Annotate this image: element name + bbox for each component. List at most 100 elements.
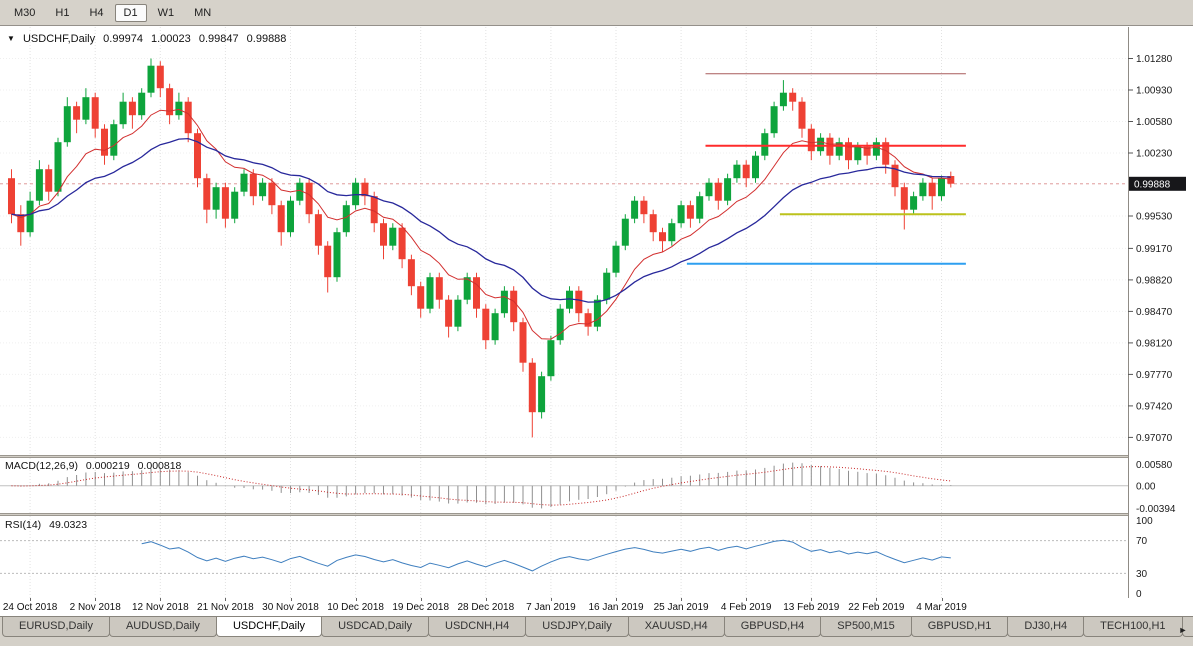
date-label: 22 Feb 2019 [848,602,905,613]
macd-name: MACD(12,26,9) [5,460,78,472]
moving-average-1 [11,137,951,303]
tab-scroll-right-button[interactable]: ► [1178,625,1188,635]
svg-text:0: 0 [1136,589,1142,598]
timeframe-button-d1[interactable]: D1 [114,3,147,22]
date-label: 24 Oct 2018 [2,602,58,613]
chart-tab-usdjpy-daily[interactable]: USDJPY,Daily [525,617,629,637]
chart-tab-sp500-m15[interactable]: SP500,M15 [820,617,912,637]
svg-text:0.97420: 0.97420 [1136,401,1173,412]
svg-text:0.00580: 0.00580 [1136,460,1173,471]
time-axis-tick [290,598,292,601]
svg-text:0.00: 0.00 [1136,481,1156,492]
chart-menu-icon[interactable]: ▼ [7,34,15,43]
svg-text:0.98120: 0.98120 [1136,338,1173,349]
time-axis-tick [95,598,97,601]
svg-text:1.00230: 1.00230 [1136,149,1173,160]
svg-text:30: 30 [1136,569,1148,580]
rsi-name: RSI(14) [5,519,42,531]
timeframe-button-m30[interactable]: M30 [14,6,36,19]
date-label: 2 Nov 2018 [69,602,121,613]
chart-title-close: 0.99888 [246,33,287,45]
svg-text:0.99530: 0.99530 [1136,212,1173,223]
rsi-panel [0,516,1128,598]
svg-text:0.97770: 0.97770 [1136,370,1173,381]
svg-text:1.00930: 1.00930 [1136,86,1173,97]
svg-text:70: 70 [1136,536,1148,547]
timeframe-button-mn[interactable]: MN [194,6,212,19]
svg-text:0.97070: 0.97070 [1136,433,1173,444]
rsi-indicator-label: RSI(14) 49.0323 [5,519,92,531]
svg-text:-0.00394: -0.00394 [1136,504,1176,515]
time-axis-tick [30,598,32,601]
chart-title-high: 1.00023 [151,33,191,45]
timeframe-button-h1[interactable]: H1 [55,6,70,19]
date-label: 28 Dec 2018 [457,602,515,613]
time-axis-tick [485,598,487,601]
chart-area[interactable]: 1.01280 1.00930 1.00580 1.00230 0.99530 0.991… [0,27,1193,598]
time-axis-tick [550,598,552,601]
rsi-line [141,539,951,572]
current-price-badge [1129,176,1186,191]
chart-canvas[interactable]: 1.01280 1.00930 1.00580 1.00230 0.99530 0.991… [0,27,1193,598]
date-label: 30 Nov 2018 [262,602,319,613]
time-axis-tick [355,598,357,601]
date-label: 13 Feb 2019 [783,602,840,613]
date-label: 7 Jan 2019 [526,602,576,613]
time-axis[interactable]: 24 Oct 2018 2 Nov 2018 12 Nov 2018 21 Nov 2… [0,598,1193,616]
date-label: 4 Mar 2019 [916,602,967,613]
macd-value-main: 0.000219 [85,460,130,472]
date-label: 21 Nov 2018 [197,602,254,613]
rsi-value: 49.0323 [49,519,88,531]
svg-text:1.00580: 1.00580 [1136,117,1173,128]
price-scale: 1.01280 1.00930 1.00580 1.00230 0.99530 0.991… [1128,27,1193,598]
chart-title-open: 0.99974 [103,33,143,45]
date-label: 25 Jan 2019 [653,602,709,613]
chart-tab-usdcnh-h4[interactable]: USDCNH,H4 [428,617,527,637]
macd-panel [0,458,1128,513]
svg-text:0.99170: 0.99170 [1136,244,1173,255]
time-axis-tick [616,598,617,601]
date-label: 4 Feb 2019 [720,602,772,613]
date-label: 12 Nov 2018 [131,602,189,613]
chart-tabbar: EURUSD,Daily AUDUSD,Daily USDCHF,Daily USDC… [0,616,1193,646]
chart-title: ▼ USDCHF,Daily 0.99974 1.00023 0.99847 0… [7,33,291,45]
chart-tab-xauusd-h4[interactable]: XAUUSD,H4 [627,617,725,637]
macd-value-signal: 0.000818 [137,460,182,472]
main-price-panel [0,27,1128,455]
timeframe-button-w1[interactable]: W1 [157,6,175,19]
chart-title-symbol: USDCHF,Daily [22,33,96,45]
moving-average-0 [11,108,951,340]
timeframe-toolbar: M30 H1 H4 D1 W1 MN [0,0,1193,26]
chart-tab-usdcad-daily[interactable]: USDCAD,Daily [321,617,430,637]
date-label: 16 Jan 2019 [588,602,644,613]
svg-text:0.98820: 0.98820 [1136,275,1173,286]
svg-text:0.99888: 0.99888 [1134,179,1171,190]
macd-indicator-label: MACD(12,26,9) 0.000219 0.000818 [5,460,186,472]
time-axis-tick [160,598,162,601]
chart-tab-eurusd-daily[interactable]: EURUSD,Daily [2,617,110,637]
chart-tab-usdchf-daily[interactable]: USDCHF,Daily [215,617,323,637]
date-label: 19 Dec 2018 [392,602,450,613]
chart-tab-dj30-h4[interactable]: DJ30,H4 [1007,617,1085,637]
chart-tabs: EURUSD,Daily AUDUSD,Daily USDCHF,Daily USDC… [0,617,1193,637]
chart-tab-audusd-daily[interactable]: AUDUSD,Daily [108,617,217,637]
macd-histogram [20,462,952,509]
svg-text:0.98470: 0.98470 [1136,307,1173,318]
candlestick-series [8,58,955,438]
timeframe-button-h4[interactable]: H4 [89,6,104,19]
time-axis-tick [811,598,813,601]
chart-tab-gbpusd-h1[interactable]: GBPUSD,H1 [910,617,1009,637]
chart-tab-gbpusd-h4[interactable]: GBPUSD,H4 [723,617,822,637]
time-axis-tick [746,598,748,601]
time-axis-tick [225,598,227,601]
chart-title-low: 0.99847 [198,33,239,45]
time-axis-tick [876,598,878,601]
time-axis-tick [420,598,422,601]
macd-signal-line [11,466,951,506]
rsi-scale: 100 70 30 0 [1136,516,1153,598]
time-axis-tick [681,598,683,601]
svg-text:100: 100 [1136,516,1153,527]
macd-scale: 0.00580 0.00 -0.00394 [1136,460,1176,515]
chart-tab-tech100-h1[interactable]: TECH100,H1 [1083,617,1183,637]
